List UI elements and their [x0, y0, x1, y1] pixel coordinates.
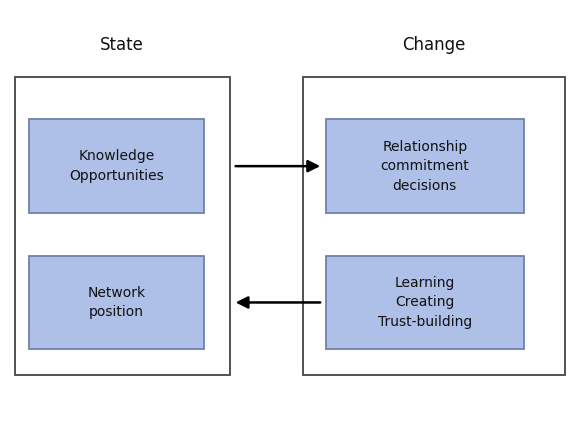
Bar — [303, 77, 565, 375]
Text: State: State — [100, 36, 144, 54]
Text: Network
position: Network position — [87, 286, 146, 319]
Text: Change: Change — [402, 36, 465, 54]
Bar — [326, 119, 524, 213]
Bar — [326, 256, 524, 349]
Text: Knowledge
Opportunities: Knowledge Opportunities — [69, 150, 164, 183]
Bar — [29, 256, 204, 349]
Text: Relationship
commitment
decisions: Relationship commitment decisions — [381, 140, 469, 193]
Bar — [15, 77, 230, 375]
Text: Learning
Creating
Trust-building: Learning Creating Trust-building — [378, 276, 472, 329]
Bar — [29, 119, 204, 213]
